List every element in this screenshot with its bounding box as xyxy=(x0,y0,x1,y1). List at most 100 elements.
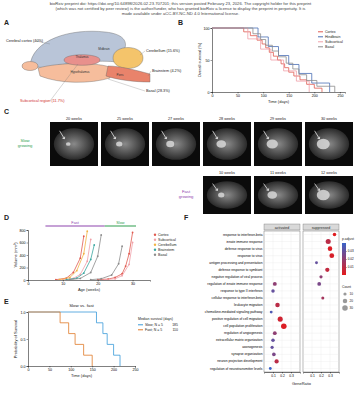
series-line xyxy=(56,236,84,279)
arrow xyxy=(162,131,167,139)
facet-title: activated xyxy=(275,226,289,230)
series-line xyxy=(212,28,335,92)
legend-swatch xyxy=(154,244,156,246)
dot xyxy=(269,367,272,370)
dot xyxy=(275,303,280,308)
point xyxy=(83,253,85,255)
grid-line xyxy=(282,231,283,372)
panel-letter: F xyxy=(184,214,189,221)
plot-area xyxy=(212,28,335,92)
legend-swatch xyxy=(138,329,143,330)
tick-mark xyxy=(27,268,29,269)
tick-mark xyxy=(27,366,29,367)
point xyxy=(100,234,102,236)
axis-line xyxy=(211,29,213,93)
series-line xyxy=(66,245,94,280)
legend-label: Subcortical xyxy=(158,238,176,242)
point xyxy=(86,260,88,262)
image-frame xyxy=(101,122,149,166)
axis-title: Age (weeks) xyxy=(78,287,101,292)
tick-label: 200 xyxy=(312,94,318,98)
legend-label: Subcortical xyxy=(325,40,343,44)
tick-label: 50 xyxy=(206,59,210,63)
axis-line xyxy=(27,231,29,281)
region-label: Brainstem (4.2%) xyxy=(152,69,182,73)
tick-label: 0.1 xyxy=(271,374,276,378)
region-label: Subcortical region (11.7%) xyxy=(20,99,65,103)
tick-label: innate immune response xyxy=(226,240,262,244)
legend-label: 20 xyxy=(350,299,354,303)
tick: 30 xyxy=(131,280,135,286)
brain-slice xyxy=(309,181,349,208)
dot xyxy=(329,253,334,258)
image-frame xyxy=(254,176,302,214)
image-frame xyxy=(305,122,353,166)
plot-area xyxy=(315,233,336,300)
tick: 200 xyxy=(20,266,29,270)
panel-frame xyxy=(303,231,339,372)
tick-label: 100 xyxy=(68,368,74,372)
tick-mark xyxy=(27,255,29,256)
phase-label: Slow xyxy=(116,221,124,225)
structure-label: Midbrain xyxy=(98,47,110,51)
mri-image xyxy=(254,122,302,166)
chart-b: 050100150200250050100Time (days)Overall … xyxy=(178,19,346,104)
timepoint-label: 10 weeks xyxy=(219,171,235,175)
phase-bar xyxy=(45,225,104,226)
legend-label: 10 xyxy=(350,292,354,296)
tick: regulation of innate immune response xyxy=(207,282,264,286)
series-line xyxy=(28,312,120,366)
point xyxy=(111,274,113,276)
dot xyxy=(271,346,274,349)
legend-label: Cerebellum xyxy=(158,243,176,247)
tick: extracellular matrix organization xyxy=(216,338,264,342)
legend: Median survival (days)Slow; N = 5185Fast… xyxy=(138,317,178,332)
tick-mark xyxy=(27,243,29,244)
legend: CortexHindbrainSubcorticalBasal xyxy=(318,30,343,49)
image-frame xyxy=(203,176,251,214)
tumor-signal xyxy=(116,141,122,146)
grid-line xyxy=(291,231,292,372)
tick: regulation of angiogenesis xyxy=(224,331,264,335)
tick-label: 250 xyxy=(133,368,139,372)
size-key xyxy=(343,292,346,295)
point xyxy=(69,279,71,280)
point xyxy=(121,245,123,247)
tick: 600 xyxy=(20,241,29,245)
size-key xyxy=(343,299,348,304)
tick-mark xyxy=(27,280,29,281)
tick-label: 0.2 xyxy=(319,374,324,378)
brain-slice xyxy=(258,128,298,160)
tick-label: 0 xyxy=(212,94,214,98)
grid-line xyxy=(330,231,331,372)
panel-letter: D xyxy=(4,214,9,221)
brain-slice xyxy=(54,128,94,160)
tick-label: 0.0 xyxy=(21,365,26,369)
panel-a: AThalamusMidbrainHypothalamusPonsCerebra… xyxy=(4,19,182,103)
tick-label: 0.01 xyxy=(348,265,354,269)
plot-area xyxy=(269,282,287,370)
grid-line xyxy=(321,231,322,372)
brain-region xyxy=(22,62,112,83)
timepoint-label: 27 weeks xyxy=(168,117,184,121)
dot xyxy=(321,296,324,299)
point xyxy=(58,279,60,280)
plot-area xyxy=(55,230,133,280)
tick-label: 0.3 xyxy=(289,374,294,378)
image-frame xyxy=(152,122,200,166)
chart-title: Slow vs. fast xyxy=(69,303,94,308)
tick-label: defense response to symbiont xyxy=(219,268,263,272)
point xyxy=(90,238,92,240)
panel-c: C20 weeks25 weeks27 weeks28 weeks29 week… xyxy=(4,108,353,214)
point xyxy=(132,242,134,244)
tick-label: neuron projection development xyxy=(217,359,262,363)
axis-line xyxy=(264,232,265,373)
axis-line xyxy=(29,367,136,368)
tumor-signal xyxy=(267,139,278,148)
tick-label: 200 xyxy=(111,368,117,372)
tick-label: 600 xyxy=(20,241,26,245)
axis: 050100 xyxy=(204,27,213,95)
point xyxy=(132,232,134,234)
tick-label: 10 xyxy=(61,282,65,286)
leader-line xyxy=(108,79,145,91)
